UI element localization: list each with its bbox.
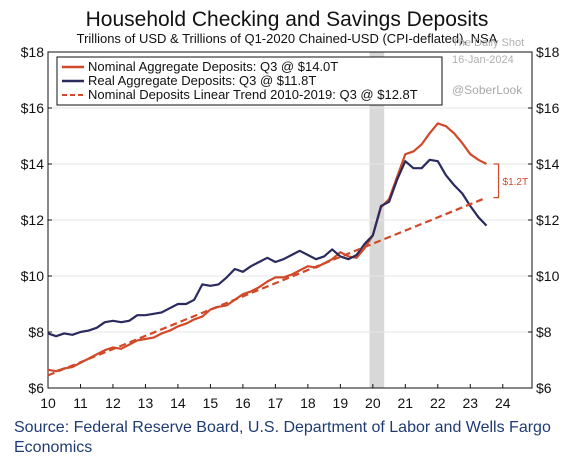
y-tick-label-right: $8 — [536, 324, 552, 340]
legend-label-trend: Nominal Deposits Linear Trend 2010-2019:… — [88, 87, 418, 102]
watermark-date: 16-Jan-2024 — [452, 54, 514, 66]
x-tick-label: 14 — [170, 395, 186, 411]
y-tick-label-left: $6 — [28, 380, 44, 396]
legend-box — [56, 56, 443, 106]
source-line-1: Source: Federal Reserve Board, U.S. Depa… — [14, 419, 551, 436]
y-tick-label-left: $10 — [21, 268, 45, 284]
x-tick-label: 17 — [268, 395, 284, 411]
annotation-bracket-0 — [493, 163, 500, 199]
source-note: Source: Federal Reserve Board, U.S. Depa… — [14, 419, 551, 456]
x-tick-label: 15 — [203, 395, 219, 411]
series-layer — [47, 122, 488, 377]
x-tick-label: 12 — [105, 395, 121, 411]
x-tick-label: 22 — [430, 395, 446, 411]
y-tick-label-right: $16 — [536, 100, 560, 116]
annotation-label-0: $1.2T — [503, 177, 529, 188]
x-tick-label: 18 — [300, 395, 316, 411]
legend: Nominal Aggregate Deposits: Q3 @ $14.0T … — [56, 56, 443, 106]
y-tick-label-right: $14 — [536, 156, 560, 172]
watermark-handle: @SoberLook — [452, 83, 523, 97]
tick-layer: $6 $6 $8 $8 $10 $10 $12 $12 $14 $14 $16 $16 $18 $18 10… — [21, 44, 560, 411]
legend-label-nominal: Nominal Aggregate Deposits: Q3 @ $14.0T — [88, 59, 338, 74]
annotation-layer: $1.2T — [493, 163, 529, 199]
watermark-brand: The Daily Shot — [452, 37, 524, 49]
x-tick-label: 10 — [40, 395, 56, 411]
y-tick-label-left: $18 — [21, 44, 45, 60]
series-line-1 — [47, 158, 488, 338]
y-tick-label-left: $12 — [21, 212, 45, 228]
series-line-0 — [47, 122, 488, 373]
x-tick-label: 21 — [398, 395, 414, 411]
y-tick-label-left: $14 — [21, 156, 45, 172]
chart-subtitle: Trillions of USD & Trillions of Q1-2020 … — [77, 31, 498, 46]
source-line-2: Economics — [14, 439, 92, 456]
x-tick-label: 24 — [495, 395, 511, 411]
y-tick-label-left: $16 — [21, 100, 45, 116]
x-tick-label: 13 — [138, 395, 154, 411]
x-tick-label: 16 — [235, 395, 251, 411]
watermark: The Daily Shot 16-Jan-2024 @SoberLook — [452, 37, 524, 97]
y-tick-label-right: $6 — [536, 380, 552, 396]
y-tick-label-left: $8 — [28, 324, 44, 340]
series-line-2 — [47, 196, 487, 377]
x-tick-label: 19 — [333, 395, 349, 411]
y-tick-label-right: $10 — [536, 268, 560, 284]
x-tick-label: 20 — [365, 395, 381, 411]
y-tick-label-right: $12 — [536, 212, 560, 228]
chart-title: Household Checking and Savings Deposits — [86, 8, 489, 31]
x-tick-label: 11 — [73, 395, 88, 411]
x-tick-label: 23 — [462, 395, 478, 411]
y-tick-label-right: $18 — [536, 44, 560, 60]
legend-label-real: Real Aggregate Deposits: Q3 @ $11.8T — [88, 73, 316, 88]
